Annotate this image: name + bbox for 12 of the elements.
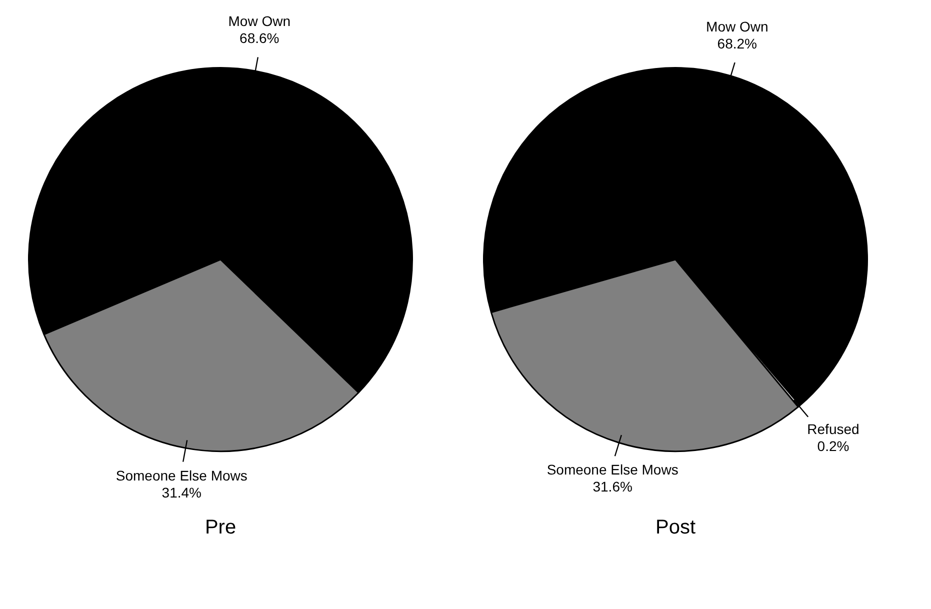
- slice-label: Someone Else Mows: [116, 468, 248, 484]
- slice-label: Mow Own: [228, 13, 290, 30]
- slice-label: Mow Own: [706, 18, 768, 35]
- data-label: 68.2%: [717, 36, 757, 52]
- text: Pre: [204, 516, 236, 539]
- data-label: 31.4%: [162, 484, 202, 501]
- data-label: 0.2%: [817, 438, 850, 454]
- slice-label: Refused: [807, 420, 860, 437]
- text: Post: [655, 516, 696, 539]
- data-label: 68.6%: [240, 30, 280, 46]
- data-label: 31.6%: [592, 478, 632, 495]
- slice-label: Someone Else Mows: [546, 462, 678, 478]
